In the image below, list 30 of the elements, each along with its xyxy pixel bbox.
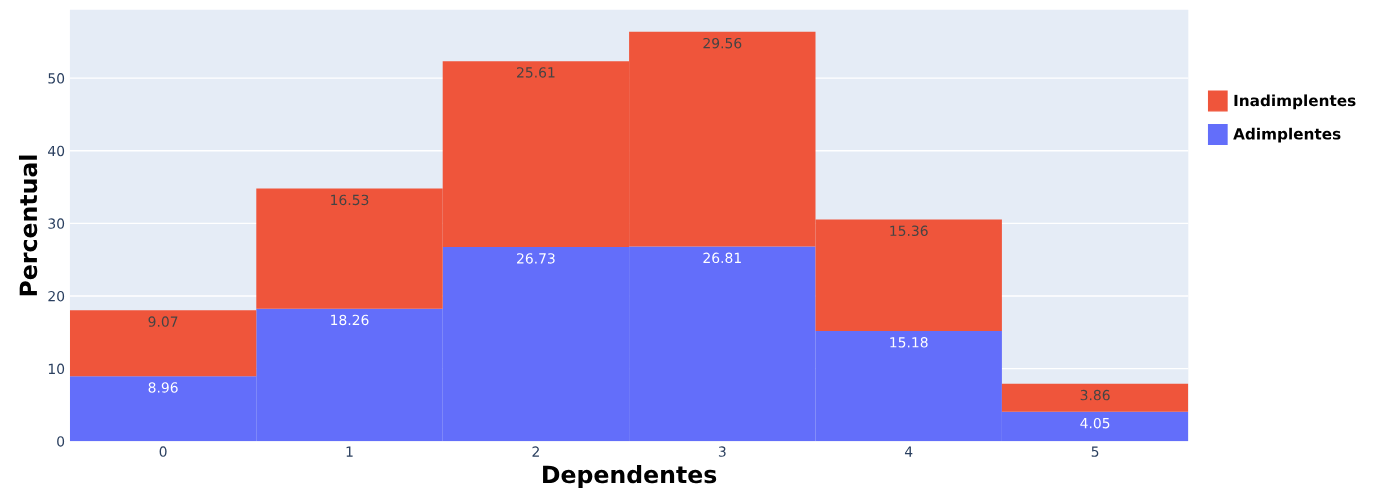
bar bbox=[1001, 383, 1189, 412]
y-axis-title: Percentual bbox=[18, 155, 38, 296]
y-tick-label: 40 bbox=[48, 145, 65, 157]
data-label: 4.05 bbox=[1080, 417, 1110, 429]
y-tick-label: 30 bbox=[48, 218, 65, 229]
data-label: 15.18 bbox=[890, 337, 928, 348]
data-label: 18.26 bbox=[331, 314, 369, 326]
data-label: 25.61 bbox=[517, 67, 555, 78]
y-tick-label: 20 bbox=[48, 290, 65, 302]
y-tick-label: 50 bbox=[48, 73, 65, 84]
data-label: 9.07 bbox=[148, 316, 178, 327]
bar bbox=[69, 310, 257, 377]
data-label: 8.96 bbox=[148, 382, 178, 393]
x-tick-label: 4 bbox=[904, 446, 913, 457]
legend-label: Adimplentes bbox=[1233, 127, 1341, 143]
x-tick-label: 5 bbox=[1091, 446, 1099, 457]
x-tick-label: 2 bbox=[532, 446, 539, 457]
data-label: 15.36 bbox=[890, 225, 928, 237]
legend-label: Inadimplentes bbox=[1234, 94, 1356, 110]
data-label: 16.53 bbox=[331, 194, 369, 206]
x-tick-label: 0 bbox=[159, 446, 167, 457]
x-tick-label: 3 bbox=[718, 446, 726, 457]
data-label: 3.86 bbox=[1080, 389, 1110, 401]
data-label: 26.81 bbox=[703, 252, 741, 264]
x-axis-title: Dependentes bbox=[543, 465, 717, 488]
y-tick-label: 0 bbox=[57, 436, 65, 447]
y-tick-label: 10 bbox=[48, 363, 65, 375]
data-label: 26.73 bbox=[517, 253, 555, 264]
data-label: 29.56 bbox=[703, 37, 742, 49]
x-tick-label: 1 bbox=[346, 446, 353, 457]
